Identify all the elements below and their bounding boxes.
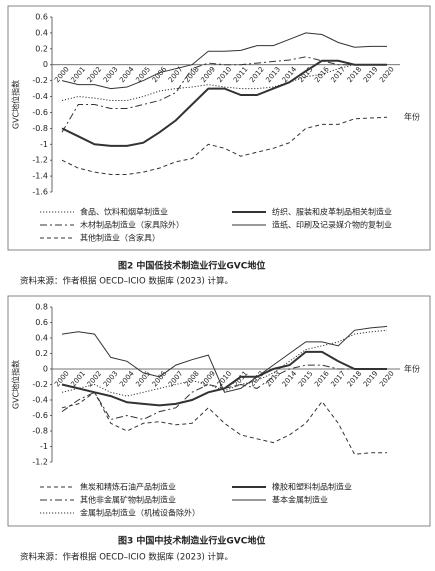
y-tick-label: -0.8 (32, 124, 48, 133)
x-tick-label: 2016 (313, 369, 331, 388)
series-line (61, 329, 388, 397)
y-tick-label: -1.2 (32, 458, 48, 467)
y-axis-label: GVC地位指数 (11, 80, 21, 129)
legend-label: 食品、饮料和烟草制造业 (80, 207, 168, 217)
series-line (61, 364, 387, 420)
figure-source: 资料来源：作者根据 OECD–ICIO 数据库 (2023) 计算。 (20, 552, 233, 563)
x-tick-label: 2019 (362, 65, 380, 84)
y-axis-label: GVC地位指数 (11, 360, 21, 409)
series-line (61, 350, 387, 407)
y-tick-label: 0 (43, 60, 48, 69)
figure-caption: 图2 中国低技术制造业行业GVC地位 (118, 260, 265, 272)
legend-label: 其他非金属矿物制品制造业 (80, 495, 176, 505)
figure-source: 资料来源：作者根据 OECD–ICIO 数据库 (2023) 计算。 (20, 276, 233, 287)
x-tick-label: 2012 (248, 65, 266, 84)
series-line (61, 64, 387, 101)
x-tick-label: 2017 (329, 65, 347, 84)
y-tick-label: -0.4 (32, 396, 48, 405)
x-tick-label: 2008 (183, 370, 201, 389)
series-line (61, 59, 387, 147)
x-tick-label: 2015 (297, 370, 315, 389)
chart-frame (7, 5, 431, 251)
y-tick-label: 0.4 (35, 334, 48, 343)
y-tick-label: -1.2 (32, 156, 48, 165)
chart-frame (7, 295, 431, 527)
x-tick-label: 2004 (118, 369, 136, 388)
legend-label: 其他制造业（含家具） (80, 233, 160, 243)
series-line (61, 325, 388, 393)
legend-label: 焦炭和精炼石油产品制造业 (80, 482, 176, 492)
y-tick-label: -0.4 (32, 92, 48, 101)
y-tick-label: -1 (40, 140, 48, 149)
y-tick-label: 0.2 (35, 44, 48, 53)
series-line (61, 32, 387, 90)
x-tick-label: 2011 (232, 65, 250, 84)
y-tick-label: 0 (43, 365, 48, 374)
legend-label: 纺织、服装和皮革制品相关制造业 (272, 207, 392, 217)
y-tick-label: -0.6 (32, 411, 48, 420)
y-tick-label: -1.4 (32, 172, 48, 181)
y-tick-label: 0.4 (35, 28, 48, 37)
x-tick-label: 2001 (69, 65, 87, 84)
x-tick-label: 2008 (183, 65, 201, 84)
x-axis-label: 年份 (404, 364, 420, 374)
legend-label: 金属制品制造业（机械设备除外） (80, 508, 200, 518)
y-tick-label: -0.8 (32, 427, 48, 436)
series-line (61, 391, 387, 455)
x-tick-label: 2006 (151, 65, 169, 84)
y-tick-label: 0.2 (35, 349, 48, 358)
legend-label: 基本金属制造业 (272, 495, 328, 505)
x-tick-label: 2000 (53, 65, 71, 84)
x-tick-label: 2018 (346, 65, 364, 84)
legend-label: 橡胶和塑料制品制造业 (272, 482, 352, 492)
x-tick-label: 2003 (102, 370, 120, 389)
y-tick-label: -0.6 (32, 108, 48, 117)
x-axis-label: 年份 (404, 112, 420, 122)
y-tick-label: -0.2 (32, 380, 48, 389)
x-tick-label: 2013 (264, 65, 282, 84)
x-tick-label: 2005 (134, 65, 152, 84)
x-tick-label: 2017 (329, 370, 347, 389)
x-tick-label: 2003 (102, 65, 120, 84)
x-tick-label: 2002 (86, 65, 104, 84)
x-tick-label: 2020 (378, 370, 396, 389)
x-tick-label: 2001 (69, 370, 87, 389)
series-line (61, 116, 388, 175)
x-tick-label: 2020 (378, 65, 396, 84)
x-tick-label: 2004 (118, 65, 136, 84)
x-tick-label: 2007 (167, 65, 185, 84)
x-tick-label: 2009 (199, 65, 217, 84)
y-tick-label: 0.6 (35, 318, 48, 327)
x-tick-label: 2010 (216, 65, 234, 84)
legend-label: 造纸、印刷及记录媒介物的复制业 (272, 220, 392, 230)
y-tick-label: -1 (40, 442, 48, 451)
figure-caption: 图3 中国中技术制造业行业GVC地位 (118, 535, 265, 547)
x-tick-label: 2018 (346, 370, 364, 389)
y-tick-label: 0.8 (35, 303, 48, 312)
series-line (61, 56, 387, 133)
y-tick-label: -0.2 (32, 76, 48, 85)
y-tick-label: -1.6 (32, 188, 48, 197)
legend-label: 木材制品制造业（家具除外） (80, 220, 184, 230)
y-tick-label: 0.6 (35, 13, 48, 22)
x-tick-label: 2019 (362, 370, 380, 389)
